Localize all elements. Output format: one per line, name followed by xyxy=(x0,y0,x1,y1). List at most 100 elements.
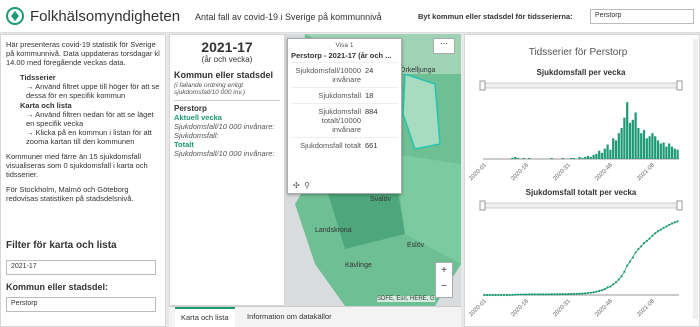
range-slider xyxy=(482,202,680,209)
popup: Visa 1 Perstorp - 2021-17 (år och ... Sj… xyxy=(287,38,402,194)
bullet-title: Tidsserier xyxy=(20,73,160,82)
intro-text: Kommuner med färre än 15 sjukdomsfall vi… xyxy=(6,152,148,179)
x-tick-label: 2020-16 xyxy=(510,162,530,182)
point xyxy=(483,293,486,297)
map[interactable]: Örkelljunga Svalöv Landskrona Eslöv Kävl… xyxy=(285,34,461,306)
point xyxy=(592,291,595,294)
point xyxy=(656,230,660,233)
logo xyxy=(6,7,24,25)
x-tick-label: 2020-01 xyxy=(468,162,488,182)
point xyxy=(519,293,522,296)
popup-row: Sjukdomsfall 18 xyxy=(291,87,398,103)
point xyxy=(634,251,637,254)
point xyxy=(628,260,632,263)
slider-handle xyxy=(676,200,683,211)
point xyxy=(589,291,592,294)
point xyxy=(514,293,517,296)
chart-title: Sjukdomsfall per vecka xyxy=(537,68,626,77)
point xyxy=(564,293,567,296)
bar xyxy=(640,133,643,159)
week-select[interactable]: 2021-17 xyxy=(6,260,156,275)
tab-bar: Karta och lista Information om datakällo… xyxy=(169,306,461,327)
bar xyxy=(603,148,606,159)
bullet-item: → Använd filtret uppe till höger för att… xyxy=(26,82,160,100)
map-label: Landskrona xyxy=(315,227,352,234)
popup-value: 18 xyxy=(365,91,374,100)
point xyxy=(547,293,550,296)
selector-label: Byt kommun eller stadsdel för tidsserier… xyxy=(418,12,573,21)
map-label: Eslöv xyxy=(407,242,425,249)
tab[interactable]: Information om datakällor xyxy=(247,312,332,321)
point xyxy=(654,232,657,235)
x-tick-label: 2020-31 xyxy=(552,298,572,318)
bar xyxy=(589,156,592,159)
municipality-filter[interactable]: Perstorp xyxy=(6,297,156,312)
bar xyxy=(550,157,553,159)
popup-value: 661 xyxy=(365,141,378,150)
bar xyxy=(612,138,615,159)
popup-row: Sjukdomsfall totalt/10000 invånare 884 xyxy=(291,103,398,137)
bar xyxy=(631,119,634,159)
zoom-controls[interactable]: + − xyxy=(435,262,453,298)
point xyxy=(528,293,531,296)
point xyxy=(533,293,536,296)
bar xyxy=(670,146,674,159)
item-name: Perstorp xyxy=(174,104,207,113)
point xyxy=(631,256,634,259)
bar xyxy=(609,149,612,159)
point xyxy=(556,293,559,296)
x-tick-label: 2020-46 xyxy=(594,298,614,318)
point xyxy=(586,291,590,295)
range-slider xyxy=(482,82,680,89)
bar xyxy=(645,138,648,159)
popup-row: Sjukdomsfall/10000 invånare 24 xyxy=(291,62,398,87)
bar xyxy=(637,128,640,159)
item-field: Sjukdomsfall/10 000 invånare: xyxy=(174,122,275,131)
x-tick-label: 2020-46 xyxy=(594,162,614,182)
bar xyxy=(595,153,598,159)
site-title: Folkhälsomyndigheten xyxy=(30,8,181,25)
point xyxy=(522,293,525,296)
tab[interactable]: Karta och lista xyxy=(175,307,235,327)
municipality-select[interactable]: Perstorp xyxy=(590,9,694,24)
bar xyxy=(651,133,654,159)
line xyxy=(484,220,678,296)
time-series-title: Tidsserier för Perstorp xyxy=(528,47,628,58)
bar xyxy=(617,133,620,159)
point xyxy=(640,245,643,248)
bar xyxy=(584,156,587,159)
point xyxy=(530,293,534,296)
scrollbar[interactable] xyxy=(693,39,698,319)
point xyxy=(645,239,648,243)
point xyxy=(598,289,601,292)
bar xyxy=(522,157,525,159)
point xyxy=(606,286,609,289)
point xyxy=(542,293,545,296)
bar xyxy=(648,136,651,159)
bullet-title-text: Tidsserier xyxy=(20,73,56,82)
bar xyxy=(662,142,665,159)
bar xyxy=(581,157,584,159)
point xyxy=(665,225,668,228)
bar xyxy=(628,122,632,159)
point xyxy=(497,293,500,297)
bar xyxy=(600,152,604,159)
map-menu-button[interactable]: ⋯ xyxy=(433,38,455,54)
bar xyxy=(570,157,573,159)
bar xyxy=(516,157,520,159)
item-field: Sjukdomsfall: xyxy=(174,131,219,140)
bullet-item: → Klicka på en kommun i listan för att z… xyxy=(26,128,152,146)
x-tick-label: 2020-16 xyxy=(510,298,530,318)
popup-value: 884 xyxy=(365,107,378,116)
point xyxy=(570,292,573,296)
point xyxy=(620,275,623,278)
item-field: Sjukdomsfall/10 000 invånare: xyxy=(174,149,275,158)
bar xyxy=(673,148,676,159)
intro-text: För Stockholm, Malmö och Göteborg redovi… xyxy=(6,185,134,203)
list-item[interactable]: Perstorp Aktuell vecka Sjukdomsfall/10 0… xyxy=(174,100,280,158)
slider-handle xyxy=(479,200,486,211)
bar xyxy=(606,144,609,159)
point xyxy=(558,293,562,296)
popup-tools[interactable]: ✣ ⚲ xyxy=(293,181,311,190)
list-panel: 2021-17 (år och vecka) Kommun eller stad… xyxy=(169,34,285,306)
